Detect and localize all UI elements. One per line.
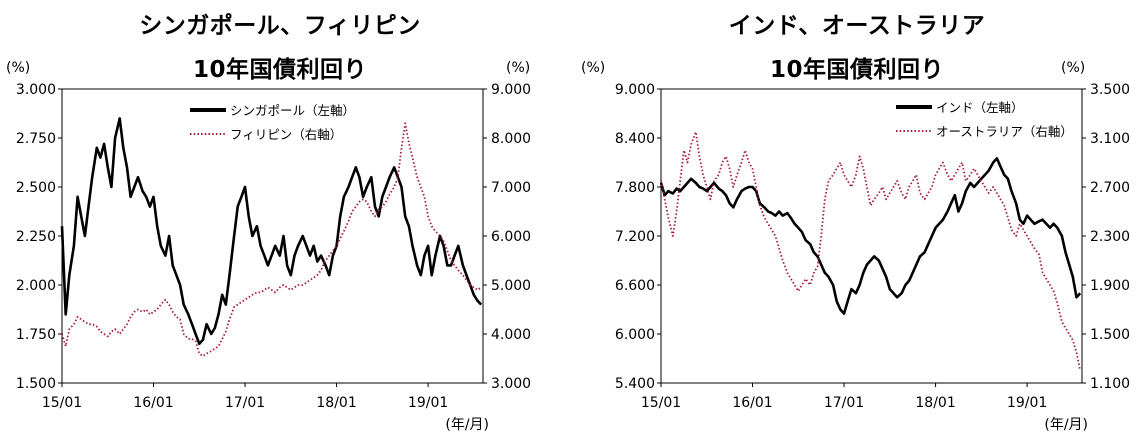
chart-title: インド、オーストラリア [728,13,986,39]
series-line-primary [60,117,483,346]
x-tick-label: 17/01 [824,395,864,411]
y-right-tick-label: 1.500 [1090,327,1130,343]
series-line-secondary [61,122,482,358]
x-tick-label: 15/01 [42,395,82,411]
chart-title: シンガポール、フィリピン [139,13,421,39]
chart-subtitle: 10年国債利回り [192,57,367,83]
y-left-unit: (%) [6,60,31,76]
x-tick-label: 17/01 [225,395,265,411]
legend-label: インド（左軸） [936,100,1024,115]
y-right-tick-label: 5.000 [491,278,531,294]
series-line-primary [659,157,1082,315]
y-left-tick-label: 8.400 [615,131,655,147]
y-right-tick-label: 1.100 [1090,376,1130,392]
y-left-tick-label: 6.600 [615,278,655,294]
y-right-unit: (%) [506,60,531,76]
y-right-unit: (%) [1061,60,1086,76]
plot-area [660,88,1083,384]
y-right-tick-label: 3.500 [1090,82,1130,98]
y-right-tick-label: 3.000 [491,376,531,392]
legend-label: オーストラリア（右軸） [936,124,1073,139]
x-tick-label: 18/01 [915,395,955,411]
chart-subtitle: 10年国債利回り [769,57,944,83]
x-tick-label: 16/01 [133,395,173,411]
x-axis-label: (年/月) [445,417,489,433]
legend-label: シンガポール（左軸） [230,103,355,118]
x-tick-label: 19/01 [1007,395,1047,411]
x-axis-label: (年/月) [1044,417,1088,433]
y-left-tick-label: 7.800 [615,180,655,196]
y-right-tick-label: 2.700 [1090,180,1130,196]
y-left-tick-label: 1.500 [16,376,56,392]
y-left-tick-label: 2.250 [16,229,56,245]
y-right-tick-label: 4.000 [491,327,531,343]
y-right-tick-label: 1.900 [1090,278,1130,294]
y-left-tick-label: 9.000 [615,82,655,98]
y-right-tick-label: 7.000 [491,180,531,196]
y-right-tick-label: 9.000 [491,82,531,98]
x-tick-label: 18/01 [316,395,356,411]
y-left-unit: (%) [581,60,606,76]
line-chart-india-australia: 9.000 8.400 7.800 7.200 6.600 6.000 5.400 3.500… [615,82,1130,433]
y-left-tick-label: 6.000 [615,327,655,343]
y-right-tick-label: 6.000 [491,229,531,245]
y-left-tick-label: 3.000 [16,82,56,98]
y-right-tick-label: 2.300 [1090,229,1130,245]
legend-label: フィリピン（右軸） [230,127,342,142]
y-left-tick-label: 2.500 [16,180,56,196]
y-left-tick-label: 2.750 [16,131,56,147]
y-left-tick-label: 1.750 [16,327,56,343]
y-left-tick-label: 7.200 [615,229,655,245]
x-tick-label: 15/01 [641,395,681,411]
y-left-tick-label: 2.000 [16,278,56,294]
chart-panel-india-australia: インド、オーストラリア 10年国債利回り (%) (%) 9.000 8.400 7… [575,0,1139,434]
x-tick-label: 19/01 [408,395,448,411]
y-left-tick-label: 5.400 [615,376,655,392]
x-tick-label: 16/01 [732,395,772,411]
y-right-tick-label: 8.000 [491,131,531,147]
chart-panel-singapore-philippines: シンガポール、フィリピン 10年国債利回り (%) (%) 3.000 2.750… [0,0,560,434]
y-right-tick-label: 3.100 [1090,131,1130,147]
line-chart-singapore-philippines: 3.000 2.750 2.500 2.250 2.000 1.750 1.500 9.000… [16,82,531,433]
